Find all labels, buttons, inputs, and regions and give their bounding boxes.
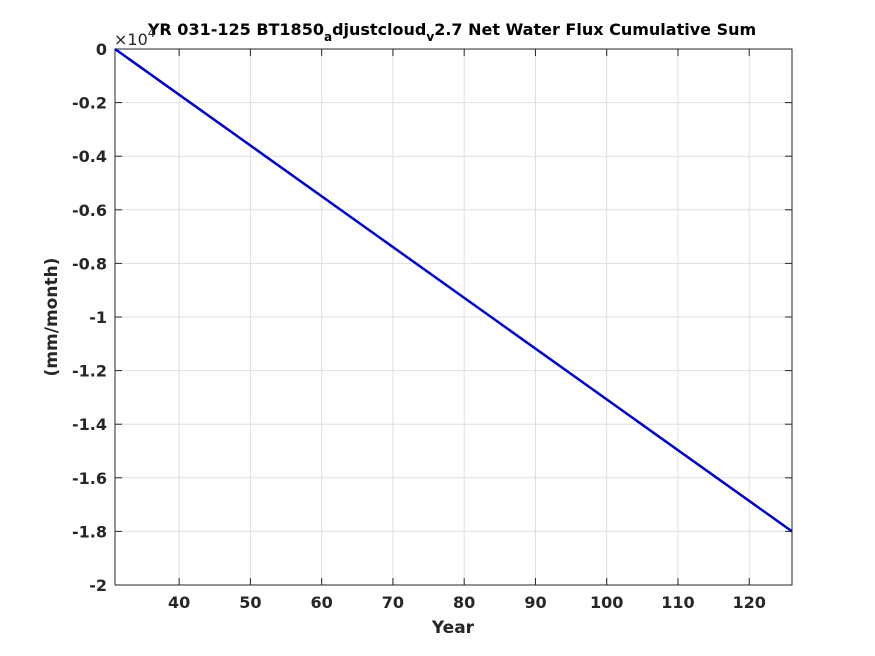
y-tick-label: -0.2 [72, 94, 107, 113]
series-line [114, 47, 793, 533]
ticks: 40 50 60 70 80 90 100 110 120 0 -0.2 -0.4 -0.6 -0.8 -1… [72, 40, 792, 612]
y-exponent-label: ×104 [114, 26, 155, 49]
y-tick-label: -1.8 [72, 522, 107, 541]
title-suffix: 2.7 Net Water Flux Cumulative Sum [434, 20, 756, 39]
y-exponent-power: 4 [148, 26, 156, 40]
y-tick-label: -0.6 [72, 201, 107, 220]
chart-title: YR 031-125 BT1850adjustcloudv2.7 Net Wat… [147, 20, 756, 44]
y-tick-label: -1.4 [72, 415, 107, 434]
x-tick-label: 120 [733, 593, 766, 612]
grid [115, 48, 792, 586]
x-tick-label: 110 [661, 593, 694, 612]
x-tick-label: 70 [382, 593, 404, 612]
title-middle: djustcloud [332, 20, 426, 39]
y-axis-label: (mm/month) [42, 258, 62, 377]
x-tick-label: 40 [168, 593, 190, 612]
y-tick-label: -2 [89, 576, 107, 595]
x-tick-label: 50 [239, 593, 261, 612]
title-sub2: v [426, 30, 434, 44]
x-tick-label: 100 [590, 593, 623, 612]
x-axis-label: Year [431, 618, 475, 638]
y-tick-label: 0 [96, 40, 107, 59]
y-tick-label: -1.6 [72, 469, 107, 488]
y-tick-label: -1 [89, 308, 107, 327]
x-tick-label: 90 [524, 593, 546, 612]
y-tick-label: -1.2 [72, 362, 107, 381]
x-tick-label: 80 [453, 593, 475, 612]
y-exponent-base: ×10 [114, 30, 148, 49]
title-sub1: a [324, 30, 332, 44]
y-tick-label: -0.8 [72, 254, 107, 273]
y-tick-label: -0.4 [72, 147, 107, 166]
series [114, 47, 793, 533]
title-prefix: YR 031-125 BT1850 [147, 20, 324, 39]
x-tick-label: 60 [311, 593, 333, 612]
